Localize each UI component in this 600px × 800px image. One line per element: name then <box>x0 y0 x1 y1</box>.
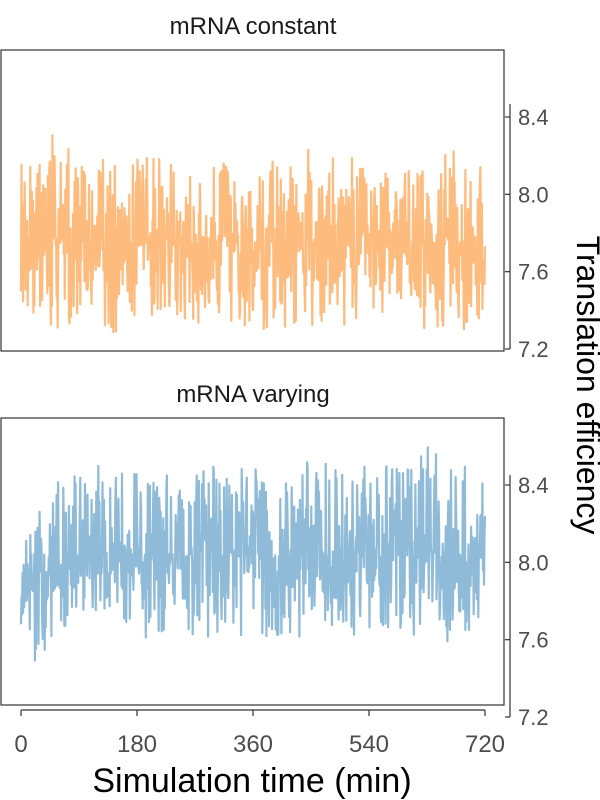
x-tick-label: 720 <box>465 731 505 758</box>
y-axis-label: Translation efficiency <box>570 236 600 535</box>
panel-bottom-y-tick-label: 7.6 <box>518 628 549 653</box>
panel-bottom-y-tick-label: 8.4 <box>518 473 549 498</box>
x-axis: 0 180 360 540 720 <box>14 709 505 758</box>
panel-top-y-axis: 7.2 7.6 8.0 8.4 <box>505 104 549 362</box>
panel-top-series-line <box>19 134 487 334</box>
x-tick-label: 180 <box>117 731 157 758</box>
panel-bottom-y-tick-label: 7.2 <box>518 705 549 730</box>
x-tick-label: 540 <box>349 731 389 758</box>
panel-top-y-tick-label: 8.0 <box>518 182 549 207</box>
panel-top-y-tick-label: 7.2 <box>518 337 549 362</box>
panel-top-y-tick-label: 8.4 <box>518 105 549 130</box>
panel-bottom-y-axis: 7.2 7.6 8.0 8.4 <box>505 473 549 730</box>
panel-bottom-y-tick-label: 8.0 <box>518 550 549 575</box>
x-tick-label: 360 <box>233 731 273 758</box>
panel-top-series <box>19 134 487 334</box>
panel-top-frame <box>0 49 505 352</box>
panel-bottom-series-line <box>19 446 487 662</box>
x-tick-label: 0 <box>14 731 27 758</box>
panel-bottom-title: mRNA varying <box>176 381 329 408</box>
x-axis-label: Simulation time (min) <box>92 762 411 800</box>
panel-bottom-series <box>19 446 487 662</box>
panel-top-title: mRNA constant <box>170 13 337 40</box>
panel-bottom: mRNA varying 7.2 7.6 8.0 8.4 0 180 360 540 720 <box>0 381 549 758</box>
panel-top: mRNA constant 7.2 7.6 8.0 8.4 <box>0 13 549 362</box>
panel-bottom-frame <box>0 417 505 706</box>
panel-top-y-tick-label: 7.6 <box>518 260 549 285</box>
